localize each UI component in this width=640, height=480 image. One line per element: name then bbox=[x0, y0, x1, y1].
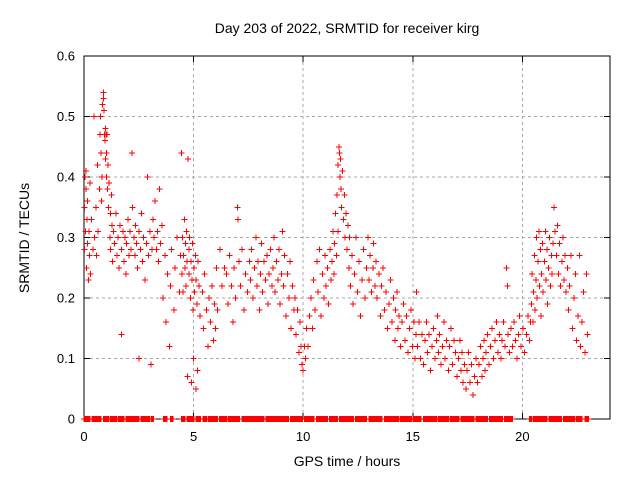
y-tick-label: 0.3 bbox=[57, 230, 75, 245]
x-tick-label: 20 bbox=[515, 429, 529, 444]
x-tick-label: 15 bbox=[406, 429, 420, 444]
y-tick-label: 0.2 bbox=[57, 291, 75, 306]
y-tick-label: 0 bbox=[68, 412, 75, 427]
x-tick-label: 0 bbox=[80, 429, 87, 444]
y-tick-label: 0.5 bbox=[57, 109, 75, 124]
x-axis-label: GPS time / hours bbox=[294, 453, 401, 469]
scatter-points bbox=[81, 89, 592, 422]
x-tick-label: 5 bbox=[190, 429, 197, 444]
x-tick-label: 10 bbox=[296, 429, 310, 444]
y-tick-label: 0.4 bbox=[57, 170, 75, 185]
y-tick-label: 0.1 bbox=[57, 351, 75, 366]
tick-labels: 0 5 10 15 20 0 0.1 0.2 0.3 0.4 0.5 0.6 bbox=[57, 49, 530, 445]
grid-lines bbox=[84, 56, 610, 419]
y-tick-label: 0.6 bbox=[57, 49, 75, 64]
y-axis-label: SRMTID / TECUs bbox=[16, 183, 32, 293]
chart-title: Day 203 of 2022, SRMTID for receiver kir… bbox=[215, 20, 480, 36]
srmtid-point-markers bbox=[81, 89, 592, 422]
